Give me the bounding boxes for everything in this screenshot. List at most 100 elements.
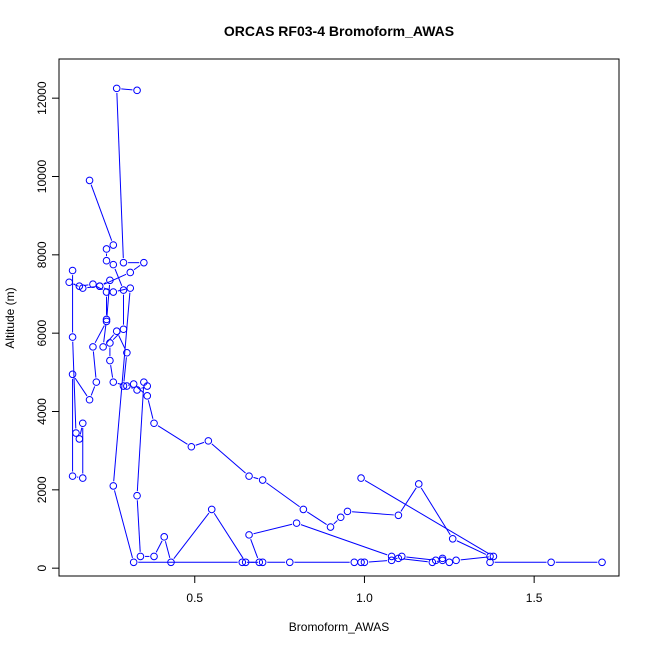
series-segment: [103, 282, 107, 285]
data-point: [357, 474, 365, 482]
data-point: [75, 435, 84, 443]
series-segment: [213, 513, 244, 559]
data-point: [255, 558, 264, 567]
data-point: [85, 176, 94, 185]
y-tick-label: 0: [35, 565, 49, 572]
data-point: [126, 284, 135, 292]
series-segment: [103, 323, 107, 343]
series-segment: [94, 325, 105, 344]
data-point: [207, 505, 216, 514]
data-point: [326, 523, 335, 531]
data-point: [126, 268, 135, 277]
data-point: [102, 317, 111, 326]
data-point: [106, 339, 114, 347]
series-segment: [300, 524, 388, 556]
data-point: [119, 382, 128, 390]
y-tick-label: 4000: [35, 398, 49, 425]
series-segment: [173, 512, 210, 559]
y-tick-label: 2000: [35, 476, 49, 503]
y-tick-label: 6000: [35, 319, 49, 346]
data-point: [486, 552, 494, 561]
data-point: [245, 531, 253, 539]
series-segment: [79, 427, 83, 435]
x-tick-label: 1.0: [356, 591, 373, 605]
data-point: [133, 491, 141, 500]
data-point: [75, 282, 84, 290]
series-segment: [141, 387, 144, 389]
data-point: [129, 558, 138, 567]
series-segment: [352, 511, 394, 516]
series-segment: [333, 520, 338, 525]
data-point: [140, 258, 148, 267]
data-point: [489, 552, 498, 561]
data-point: [598, 558, 606, 567]
data-point: [109, 260, 118, 269]
data-point: [119, 258, 128, 267]
data-point: [68, 472, 77, 480]
data-point: [109, 241, 118, 249]
data-point: [140, 378, 148, 386]
data-point: [258, 558, 267, 567]
data-point: [99, 343, 107, 351]
data-point: [547, 558, 555, 567]
data-point: [109, 288, 118, 296]
data-point: [133, 86, 141, 95]
series-segment: [105, 334, 115, 344]
data-point: [102, 256, 111, 265]
series-segment: [123, 357, 127, 382]
data-point: [452, 556, 460, 565]
data-point: [112, 327, 121, 336]
data-point: [357, 558, 365, 567]
data-point: [445, 558, 454, 567]
data-point: [112, 84, 121, 93]
series-segment: [456, 540, 487, 555]
data-point: [258, 476, 267, 484]
series-segment: [195, 441, 205, 446]
data-point: [245, 472, 253, 480]
chart-title: ORCAS RF03-4 Bromoform_AWAS: [224, 23, 454, 39]
series-segment: [130, 387, 133, 389]
series-segment: [369, 560, 388, 563]
data-point: [85, 395, 94, 404]
series-segment: [121, 88, 133, 91]
series-segment: [118, 335, 126, 349]
data-point: [129, 380, 138, 388]
x-tick-label: 1.5: [526, 591, 543, 605]
x-axis: 0.5 1.0 1.5: [186, 575, 543, 605]
data-point: [238, 558, 247, 567]
series-segment: [136, 500, 141, 552]
data-point: [106, 276, 114, 285]
y-axis: 0 2000 4000 6000 8000 10000 12000: [35, 81, 60, 572]
y-tick-label: 10000: [35, 159, 49, 193]
data-point: [150, 552, 158, 561]
series-layer: [65, 84, 606, 567]
series-segment: [73, 283, 76, 285]
series-segment: [113, 292, 131, 482]
series-segment: [211, 443, 246, 474]
series-segment: [114, 268, 123, 286]
series-segment: [460, 556, 489, 561]
series-segment: [395, 557, 398, 560]
series-segment: [74, 377, 88, 397]
data-point: [68, 266, 77, 275]
series-segment: [72, 341, 77, 429]
data-point: [95, 282, 104, 290]
series-segment: [253, 476, 259, 480]
data-point: [89, 343, 97, 351]
data-point: [394, 554, 403, 563]
series-segment: [250, 539, 259, 559]
series-segment: [90, 184, 113, 241]
x-axis-label: Bromoform_AWAS: [289, 620, 389, 634]
data-point: [414, 480, 423, 488]
series-segment: [110, 365, 114, 378]
x-tick-label: 0.5: [186, 591, 203, 605]
series-segment: [406, 556, 432, 561]
series-segment: [117, 288, 126, 292]
series-segment: [133, 264, 141, 271]
data-point: [204, 437, 213, 445]
data-point: [448, 534, 457, 543]
y-tick-label: 12000: [35, 81, 49, 115]
series-segment: [92, 351, 97, 378]
